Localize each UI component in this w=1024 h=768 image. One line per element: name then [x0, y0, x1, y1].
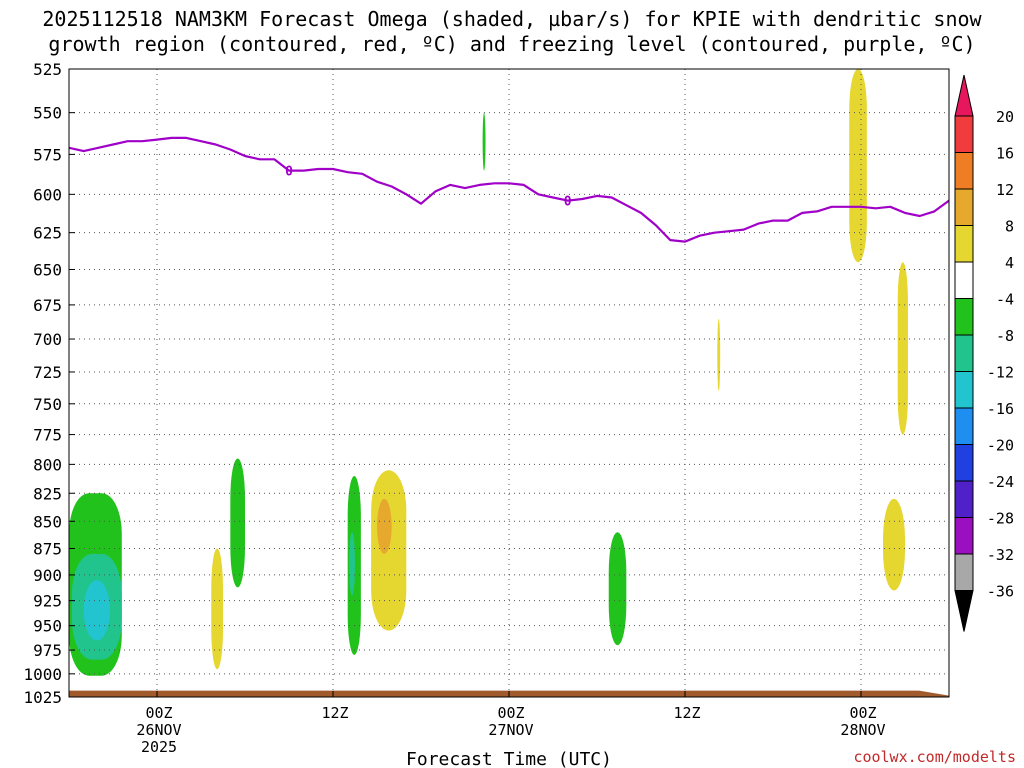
colorbar-swatch — [954, 225, 974, 263]
y-tick-label: 900 — [33, 566, 62, 585]
colorbar: 20 16 12 8 4 -4 -8 -12 -16 -20 -24 -28 -32 -36 — [954, 74, 1014, 632]
y-tick-label: 800 — [33, 455, 62, 474]
colorbar-swatch — [954, 480, 974, 518]
x-tick-label: 00Z — [497, 704, 524, 722]
freezing-level-layer: 00 — [68, 136, 950, 243]
colorbar-swatch — [954, 298, 974, 336]
y-tick-label: 875 — [33, 539, 62, 558]
omega-region-4 — [211, 548, 223, 670]
omega-region-8 — [371, 470, 407, 631]
colorbar-swatch — [954, 407, 974, 445]
colorbar-label: 20 — [996, 108, 1014, 126]
omega-region-15 — [883, 498, 905, 591]
colorbar-label: -28 — [987, 510, 1014, 528]
y-tick-label: 775 — [33, 426, 62, 445]
colorbar-label: 16 — [996, 145, 1014, 163]
omega-region-13 — [849, 69, 867, 263]
colorbar-swatch — [954, 371, 974, 409]
colorbar-swatch — [954, 517, 974, 555]
y-tick-label: 825 — [33, 484, 62, 503]
freezing-level-label-2: 0 — [564, 195, 572, 210]
grid-layer — [69, 69, 949, 697]
y-tick-label: 750 — [33, 395, 62, 414]
colorbar-label: 12 — [996, 181, 1014, 199]
colorbar-label: -8 — [996, 327, 1014, 345]
y-tick-label: 925 — [33, 592, 62, 611]
colorbar-swatch-top — [954, 74, 974, 117]
x-tick-label: 26NOV — [136, 721, 181, 739]
y-tick-label: 625 — [33, 224, 62, 243]
colorbar-swatch-bottom — [954, 590, 974, 632]
colorbar-swatch — [954, 334, 974, 372]
x-tick-label: 00Z — [145, 704, 172, 722]
credit-text: coolwx.com/modelts — [853, 748, 1016, 766]
colorbar-label: -32 — [987, 546, 1014, 564]
x-tick-label: 12Z — [673, 704, 700, 722]
omega-region-12 — [717, 318, 721, 392]
colorbar-swatch — [954, 188, 974, 226]
chart-title-line1: 2025112518 NAM3KM Forecast Omega (shaded… — [42, 7, 982, 31]
colorbar-label: -24 — [987, 473, 1014, 491]
colorbar-label: -16 — [987, 400, 1014, 418]
freezing-level-line — [68, 136, 950, 243]
y-tick-label: 675 — [33, 296, 62, 315]
colorbar-label: -12 — [987, 364, 1014, 382]
y-axis: 525 550 575 600 625 650 675 700 725 750 775 800 825 8… — [23, 60, 75, 707]
y-tick-label: 525 — [33, 60, 62, 79]
x-tick-label: 27NOV — [488, 721, 533, 739]
colorbar-label: 8 — [1005, 218, 1014, 236]
colorbar-swatch — [954, 261, 974, 299]
colorbar-swatch — [954, 115, 974, 153]
omega-region-9 — [377, 498, 392, 554]
omega-region-14 — [897, 262, 908, 435]
y-tick-label: 550 — [33, 104, 62, 123]
x-tick-label: 12Z — [321, 704, 348, 722]
colorbar-label: -36 — [987, 583, 1014, 601]
omega-region-11 — [608, 532, 627, 646]
y-tick-label: 725 — [33, 363, 62, 382]
colorbar-swatch — [954, 444, 974, 482]
colorbar-label: 4 — [1005, 254, 1014, 272]
freezing-level-label-1: 0 — [285, 165, 293, 180]
colorbar-label: -4 — [996, 291, 1014, 309]
y-tick-label: 850 — [33, 512, 62, 531]
colorbar-swatch — [954, 553, 974, 591]
y-tick-label: 950 — [33, 617, 62, 636]
colorbar-label: -20 — [987, 437, 1014, 455]
x-tick-label: 28NOV — [840, 721, 885, 739]
y-tick-label: 575 — [33, 145, 62, 164]
omega-region-3 — [83, 580, 111, 641]
colorbar-swatch — [954, 152, 974, 190]
y-tick-label: 1000 — [23, 665, 62, 684]
x-axis-label: Forecast Time (UTC) — [406, 749, 612, 768]
y-tick-label: 1025 — [23, 688, 62, 707]
chart-title-line2: growth region (contoured, red, ºC) and f… — [48, 32, 976, 56]
omega-region-10 — [482, 112, 486, 171]
plot-frame — [68, 68, 950, 698]
omega-region-5 — [230, 458, 245, 588]
y-tick-label: 700 — [33, 330, 62, 349]
y-tick-label: 975 — [33, 641, 62, 660]
y-tick-label: 650 — [33, 260, 62, 279]
y-tick-label: 600 — [33, 185, 62, 204]
omega-region-7 — [349, 532, 355, 596]
x-tick-label: 00Z — [849, 704, 876, 722]
omega-shading-layer — [69, 69, 908, 676]
x-tick-label: 2025 — [141, 738, 177, 756]
